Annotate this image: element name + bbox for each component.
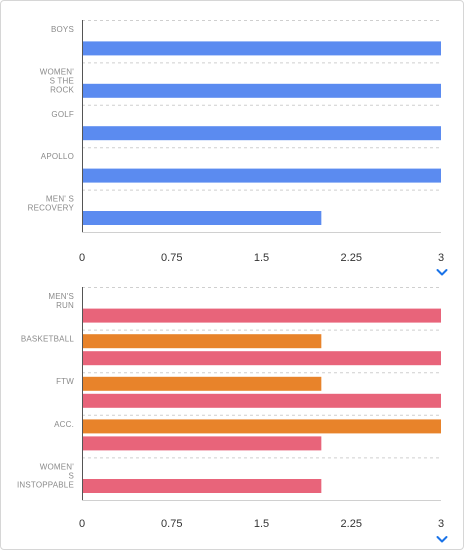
tick-label: 3 — [438, 252, 444, 264]
tick-label: 0 — [79, 518, 85, 530]
category-label: MEN' S RECOVERY — [28, 195, 75, 213]
category-label: FTW — [56, 377, 74, 386]
bar — [83, 393, 441, 408]
chevron-down-icon[interactable] — [436, 535, 448, 544]
category-label: BASKETBALL — [21, 335, 74, 344]
tick-label: 1.5 — [254, 252, 269, 264]
category-label: GOLF — [51, 110, 74, 119]
tick-label: 1.5 — [254, 518, 269, 530]
tick-label: 0.75 — [161, 252, 182, 264]
bar — [83, 211, 322, 225]
tick-label: 2.25 — [341, 518, 362, 530]
category-label: MEN'S RUN — [48, 292, 74, 310]
bar — [83, 308, 441, 323]
bar — [83, 168, 441, 183]
tick-label: 2.25 — [341, 252, 362, 264]
bar — [83, 376, 322, 391]
category-label: WOMEN' S INSTOPPABLE — [17, 462, 74, 489]
bar — [83, 83, 441, 98]
tick-label: 3 — [438, 518, 444, 530]
bar — [83, 126, 441, 141]
chevron-down-icon[interactable] — [436, 268, 448, 277]
tick-label: 0 — [79, 252, 85, 264]
category-label: APOLLO — [41, 152, 74, 161]
bar — [83, 479, 322, 493]
category-label: BOYS — [51, 25, 74, 34]
tick-label: 0.75 — [161, 518, 182, 530]
bar — [83, 419, 441, 434]
bar — [83, 351, 441, 366]
category-label: ACC. — [54, 420, 74, 429]
bar — [83, 436, 322, 451]
category-label: WOMEN' S THE ROCK — [40, 67, 75, 94]
bar — [83, 334, 322, 349]
bar — [83, 41, 441, 56]
